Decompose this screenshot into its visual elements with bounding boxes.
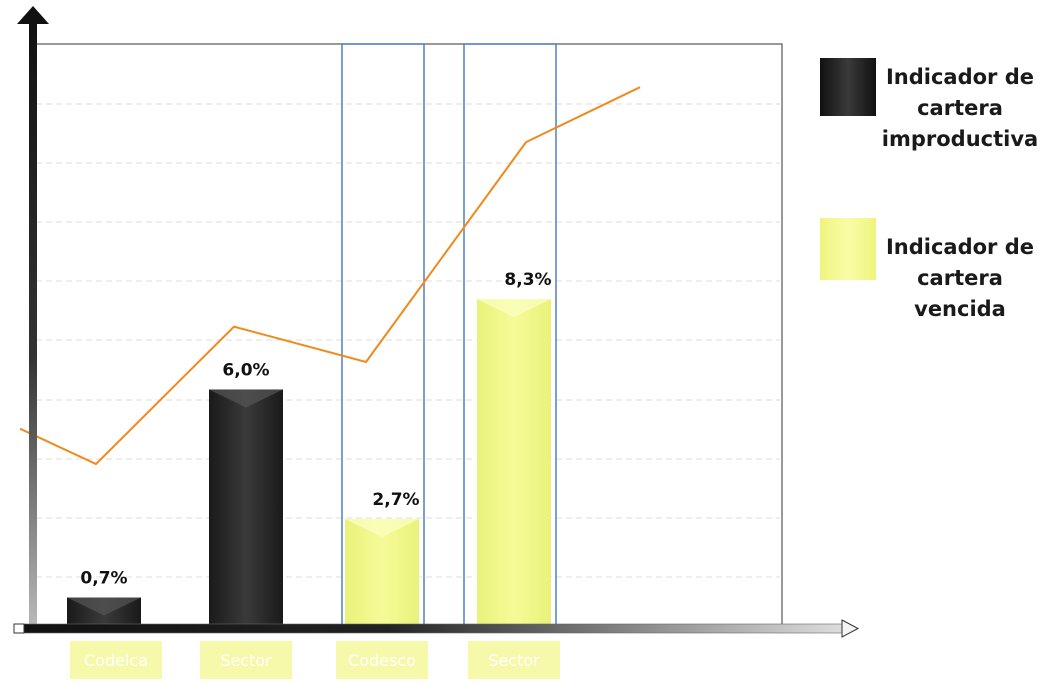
bar-bevel bbox=[477, 299, 551, 318]
category-label: Sector bbox=[220, 651, 272, 670]
category-label-box bbox=[468, 641, 560, 679]
legend-swatch-improductiva bbox=[820, 58, 876, 116]
axis-origin bbox=[13, 623, 25, 634]
bar-bevel bbox=[209, 389, 283, 408]
legend-line: improductiva bbox=[881, 127, 1039, 151]
bars bbox=[67, 299, 551, 625]
bar-bevel bbox=[67, 597, 141, 616]
bar bbox=[477, 299, 551, 625]
y-axis-arrow-icon bbox=[17, 6, 49, 24]
category-label-box bbox=[200, 641, 292, 679]
legend-line: Indicador de bbox=[885, 235, 1034, 259]
category-label: Codesco bbox=[348, 651, 416, 670]
data-labels: 0,7% 6,0% 2,7% 8,3% bbox=[80, 270, 551, 588]
legend-line: cartera bbox=[917, 96, 1003, 120]
legend-label-improductiva: Indicador de cartera improductiva bbox=[880, 62, 1040, 155]
legend-line: vencida bbox=[914, 297, 1006, 321]
category-label: Codelca bbox=[84, 651, 148, 670]
legend-swatch-vencida bbox=[820, 218, 876, 280]
x-axis bbox=[13, 623, 843, 634]
bar-bevel bbox=[345, 519, 419, 538]
category-label-box bbox=[70, 641, 162, 679]
category-label-box bbox=[336, 641, 428, 679]
x-axis-arrow-icon bbox=[841, 619, 860, 638]
legend-label-vencida: Indicador de cartera vencida bbox=[880, 232, 1040, 325]
legend-line: Indicador de bbox=[885, 65, 1034, 89]
y-axis bbox=[29, 20, 37, 632]
category-labels: Codelca Sector Codesco Sector bbox=[70, 641, 560, 679]
data-label: 6,0% bbox=[222, 360, 269, 380]
trend-line bbox=[19, 86, 641, 466]
category-label: Sector bbox=[488, 651, 540, 670]
legend-line: cartera bbox=[917, 266, 1003, 290]
bar bbox=[209, 389, 283, 625]
data-label: 2,7% bbox=[372, 490, 419, 510]
data-label: 0,7% bbox=[80, 569, 127, 589]
data-label: 8,3% bbox=[504, 270, 551, 290]
